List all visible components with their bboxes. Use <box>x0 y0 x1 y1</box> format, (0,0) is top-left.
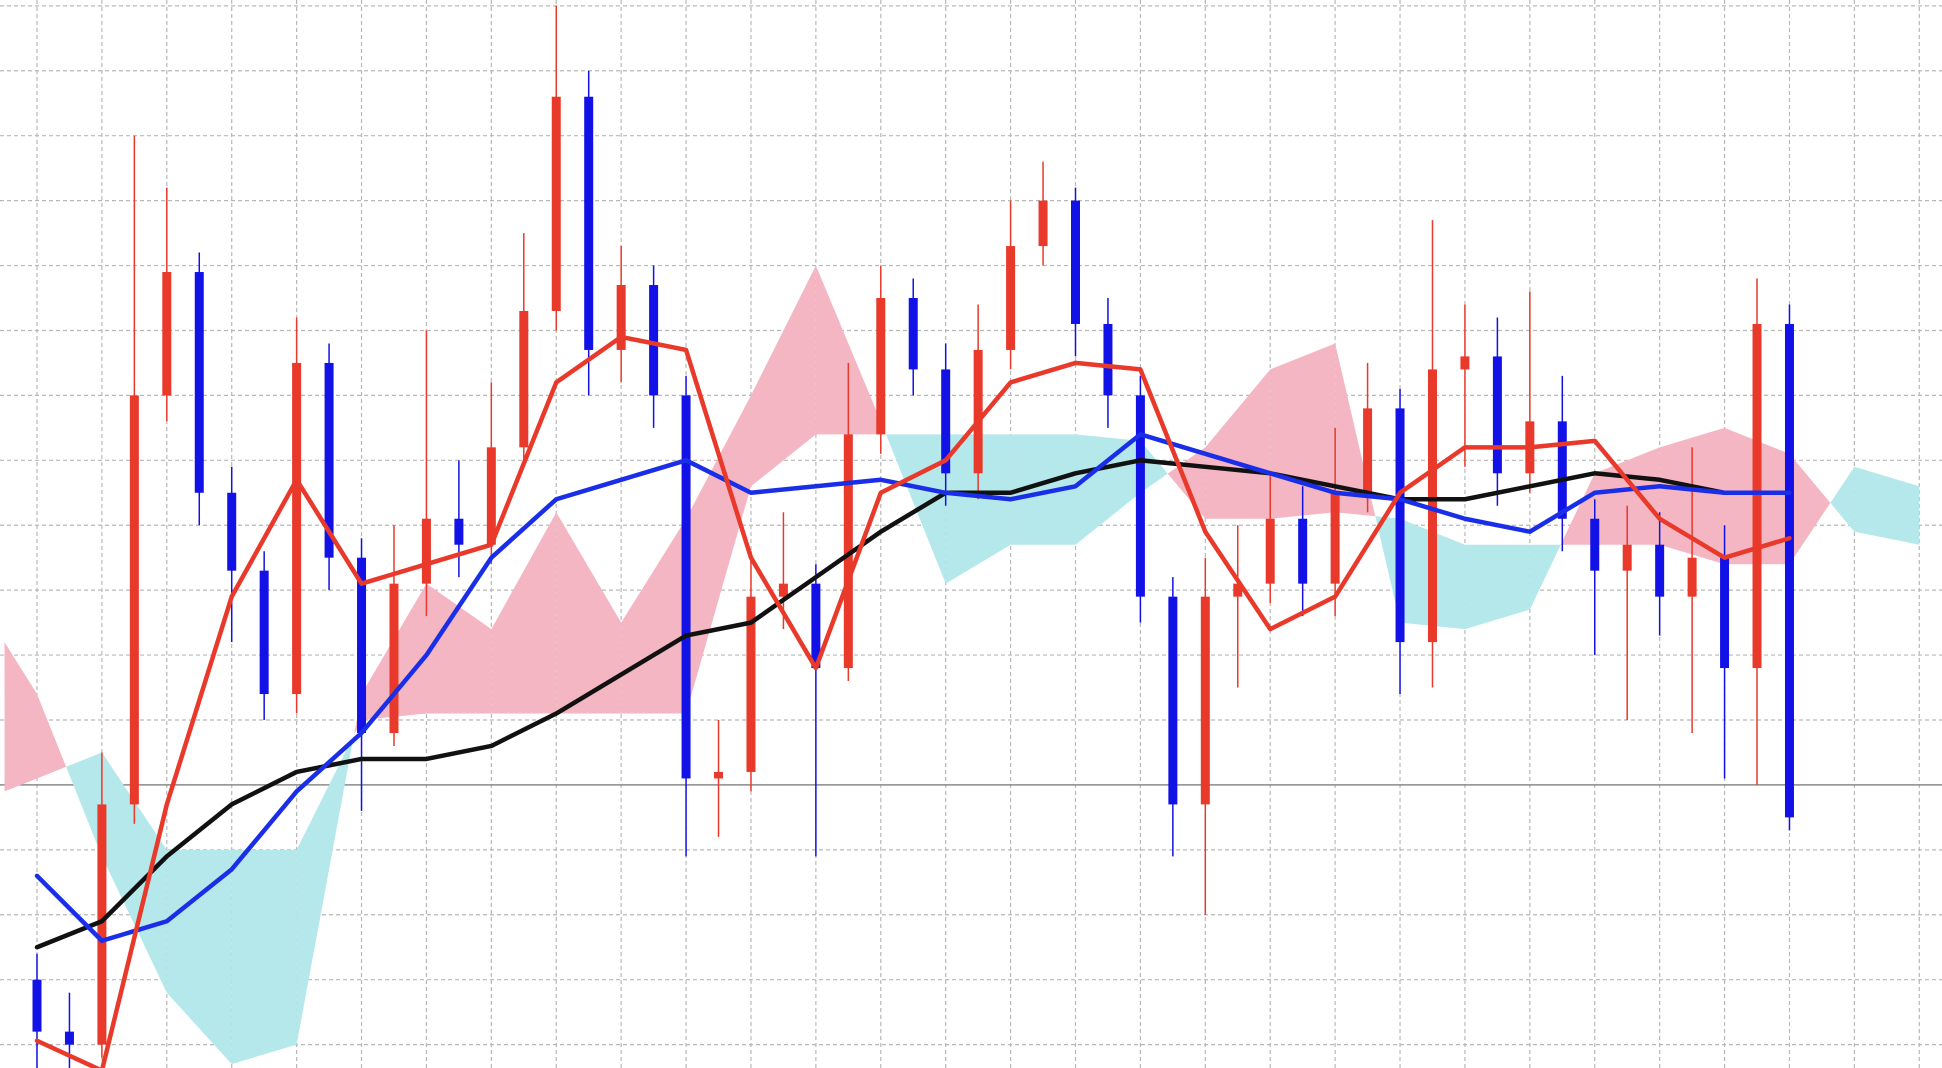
candle-body <box>1265 518 1275 584</box>
cloud-segment <box>36 694 67 779</box>
candle-body <box>941 369 951 474</box>
candle-body <box>1233 583 1243 597</box>
cloud-segment <box>166 849 232 1065</box>
candle-body <box>681 395 691 779</box>
candle-body <box>129 395 139 805</box>
cloud-segment <box>815 265 881 435</box>
candle-body <box>714 771 724 779</box>
candle-body <box>1168 596 1178 805</box>
candle-body <box>908 298 918 370</box>
cloud-segment <box>231 849 297 1065</box>
candle-body <box>519 310 529 448</box>
cloud-segment <box>1335 343 1376 517</box>
candle-body <box>1655 544 1665 597</box>
cloud-segment <box>1854 466 1920 545</box>
candle-body <box>357 557 367 733</box>
cloud-segment <box>1464 544 1530 630</box>
candle-body <box>1200 596 1210 805</box>
cloud-segment <box>426 583 492 714</box>
candle-body <box>1330 492 1340 584</box>
candle-body <box>1622 544 1632 571</box>
candle-body <box>389 583 399 733</box>
cloud-segment <box>1205 369 1271 519</box>
candle-body <box>1006 246 1016 350</box>
candle-body <box>551 96 561 311</box>
candle-body <box>616 285 626 350</box>
cloud-segment <box>4 642 37 792</box>
candle-body <box>746 596 756 772</box>
candle-body <box>324 362 334 558</box>
cloud-segment <box>750 265 816 487</box>
candle-body <box>1590 518 1600 571</box>
candle-body <box>1103 323 1113 396</box>
cloud-segment <box>66 752 102 857</box>
cloud-segment <box>296 735 354 1045</box>
candle-body <box>1135 395 1145 597</box>
candle-body <box>843 434 853 669</box>
cloud-segment <box>1529 544 1561 610</box>
cloud-segment <box>556 512 622 714</box>
candle-body <box>421 518 431 584</box>
cloud-segment <box>1594 447 1660 545</box>
cloud-segment <box>1375 516 1401 623</box>
candle-body <box>1298 518 1308 584</box>
cloud-segment <box>491 512 557 714</box>
candle-body <box>194 272 204 493</box>
cloud-segment <box>945 434 1011 584</box>
candle-body <box>97 804 107 1045</box>
candle-body <box>876 298 886 435</box>
candle-body <box>1038 200 1048 247</box>
candle-body <box>162 272 172 396</box>
candle-body <box>778 583 788 597</box>
candle-body <box>1720 557 1730 669</box>
candle-body <box>1784 323 1794 818</box>
candle-body <box>649 285 659 396</box>
candle-body <box>454 518 464 545</box>
cloud-segment <box>1560 473 1595 545</box>
moving-average-line <box>34 334 1792 1068</box>
candle-body <box>486 447 496 545</box>
cloud-segment <box>1010 434 1076 545</box>
candle-body <box>811 583 821 669</box>
cloud-segment <box>1789 453 1831 565</box>
candle-body <box>227 492 237 571</box>
moving-average-line <box>34 432 1792 943</box>
candle-body <box>584 96 594 350</box>
candle-body <box>1557 421 1567 519</box>
candle-body <box>1687 557 1697 597</box>
candle-body <box>1492 356 1502 474</box>
candle-body <box>973 349 983 474</box>
candle-body <box>1752 323 1762 669</box>
candle-body <box>259 570 269 695</box>
candle-body <box>64 1031 74 1045</box>
cloud-segment <box>1830 466 1855 532</box>
cloud-segment <box>1140 440 1168 493</box>
candle-body <box>1460 356 1470 370</box>
candle-body <box>32 979 42 1032</box>
candle-body <box>1363 408 1373 493</box>
candle-body <box>1427 369 1437 643</box>
candle-body <box>1070 200 1080 324</box>
candle-body <box>292 362 302 695</box>
cloud-segment <box>101 752 167 993</box>
candle-body <box>1395 408 1405 643</box>
moving-average-line <box>34 458 1792 950</box>
